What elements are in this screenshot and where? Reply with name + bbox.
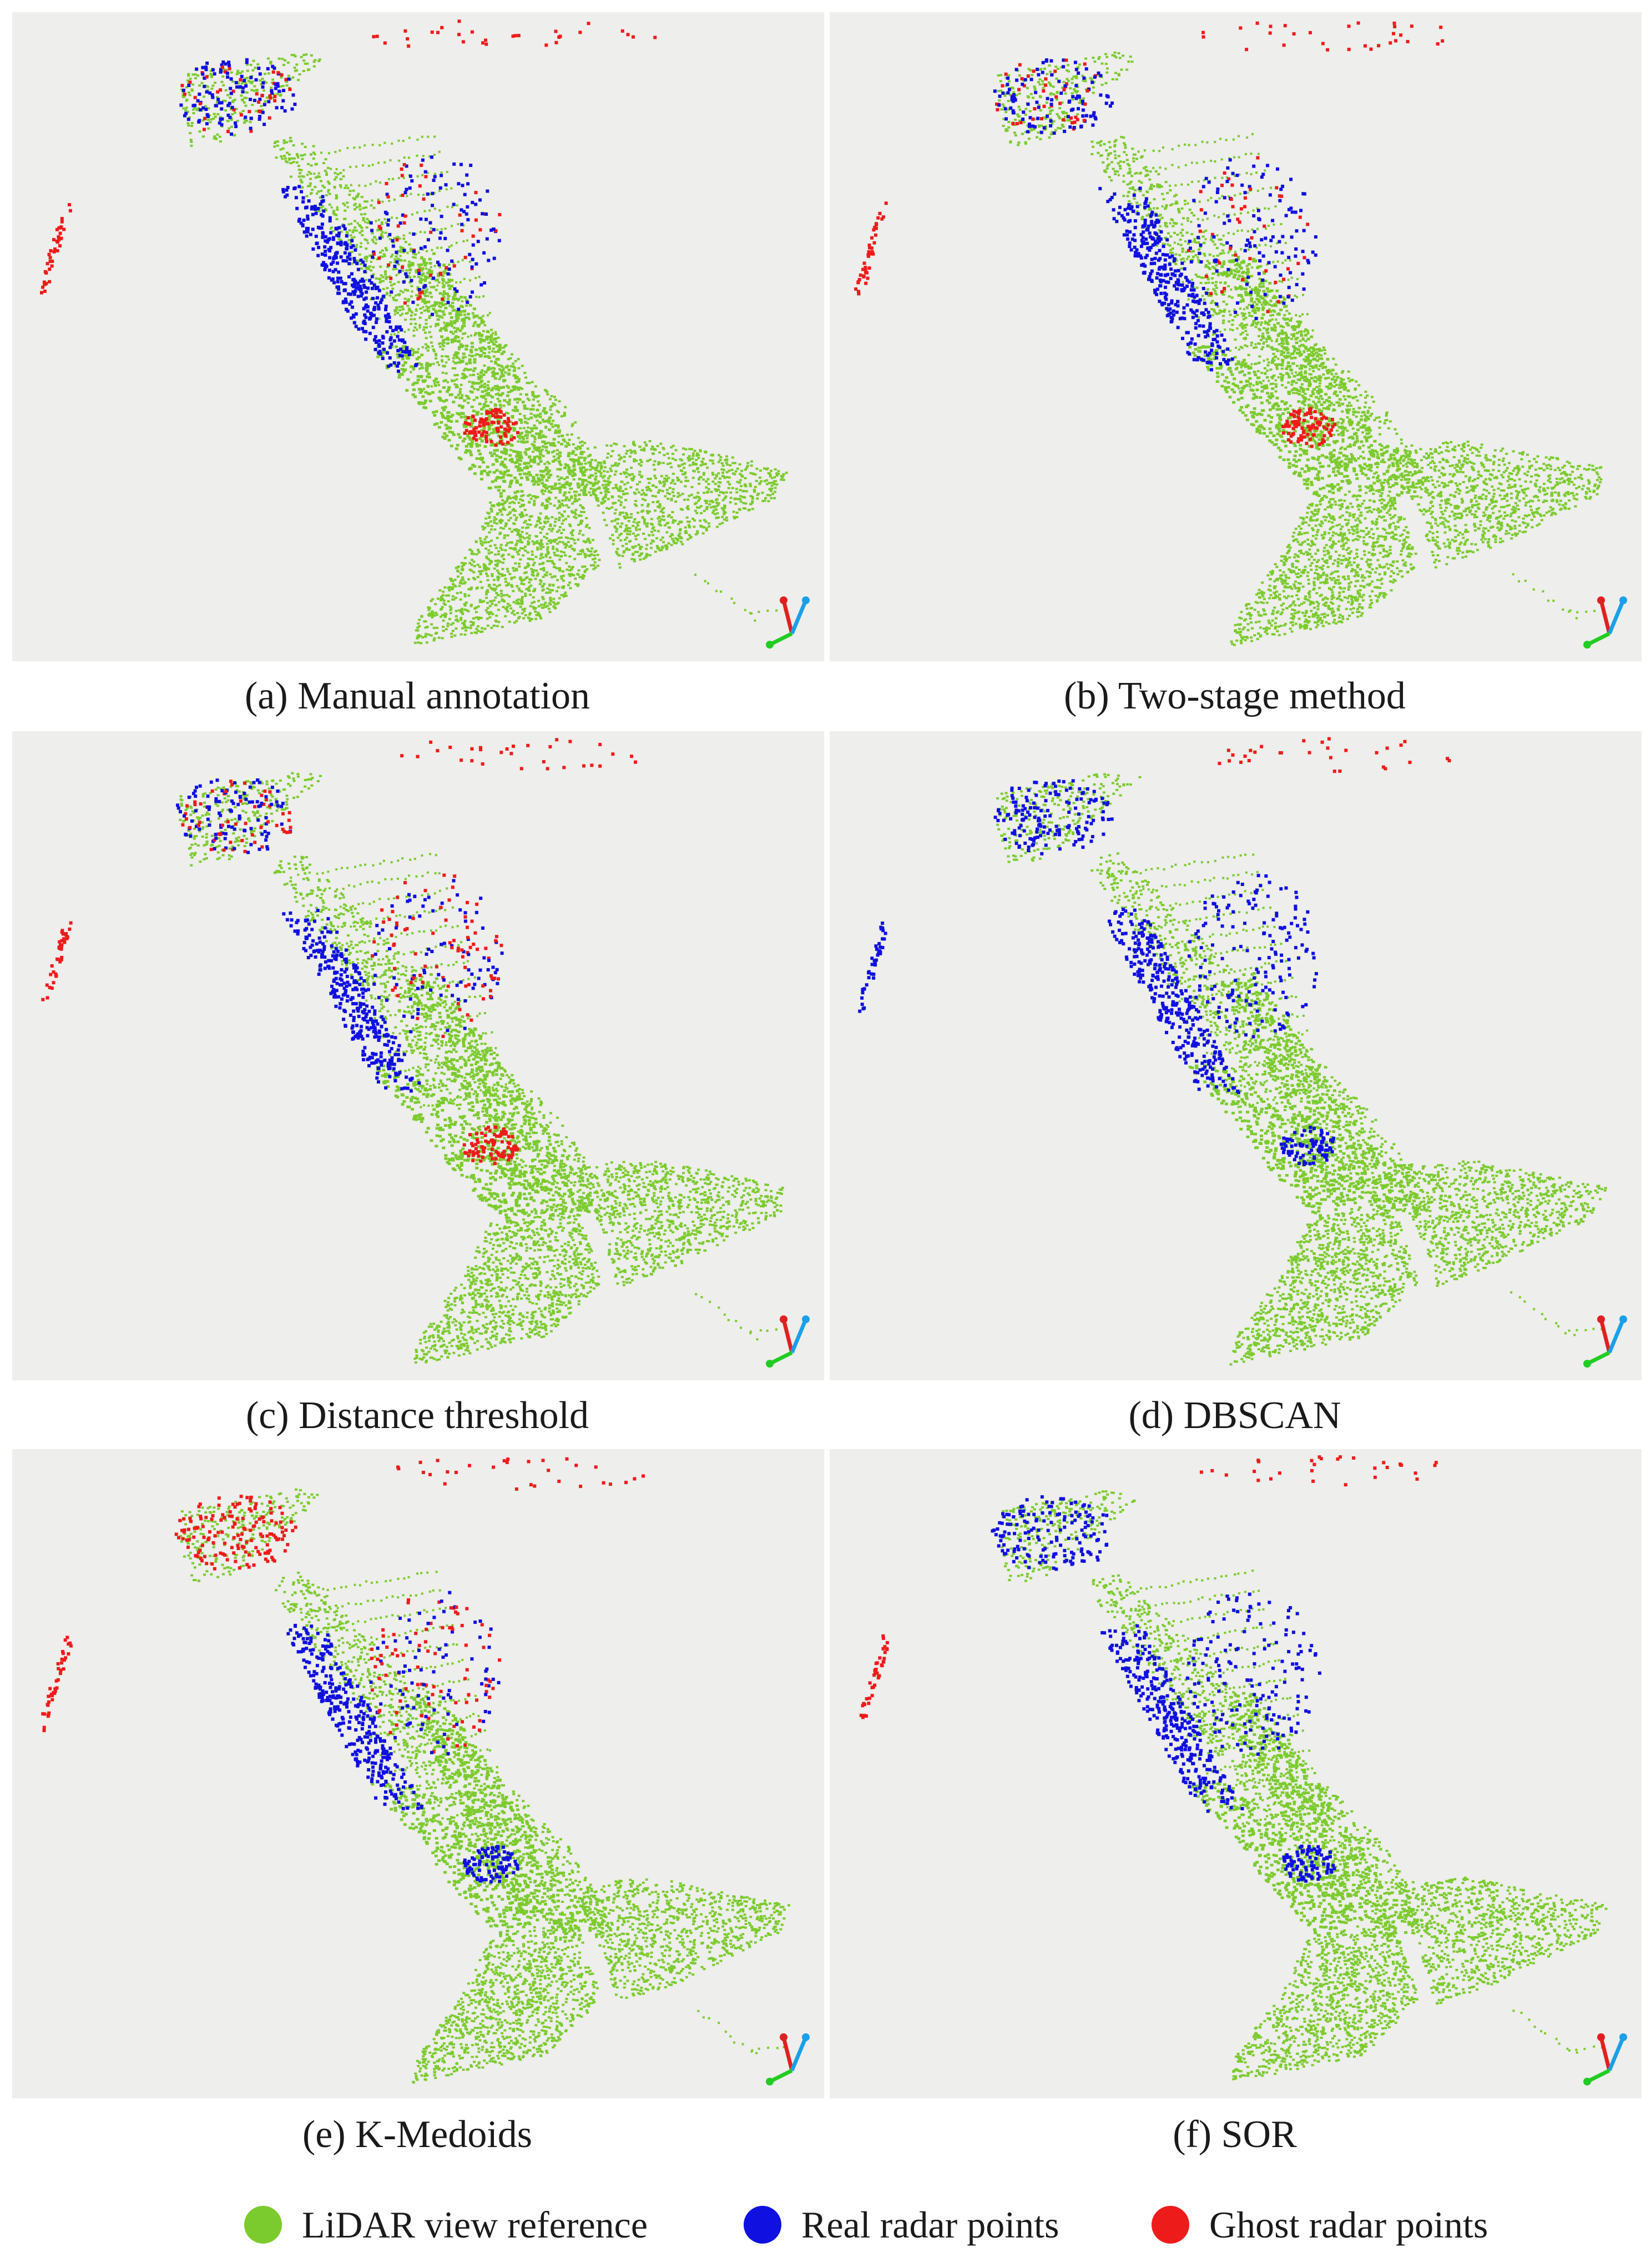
point-cloud-f — [859, 1455, 1627, 2085]
caption-a: (a) Manual annotation — [12, 674, 822, 718]
xyz-axes-icon — [1583, 2033, 1627, 2085]
radar-points — [854, 21, 1445, 448]
legend-item-real: Real radar points — [744, 2203, 1059, 2247]
panel-e — [12, 1449, 824, 2098]
panel-a — [12, 12, 824, 661]
lidar-points — [1001, 1490, 1608, 2080]
radar-points — [859, 1455, 1438, 1883]
xyz-axes-icon — [1583, 596, 1627, 649]
caption-b: (b) Two-stage method — [830, 674, 1640, 718]
legend-label-ghost: Ghost radar points — [1209, 2203, 1488, 2247]
xyz-axes-icon — [1583, 1315, 1627, 1368]
legend-item-lidar: LiDAR view reference — [244, 2203, 648, 2247]
legend-label-lidar: LiDAR view reference — [302, 2203, 648, 2247]
panel-c — [12, 731, 824, 1380]
caption-f: (f) SOR — [830, 2113, 1640, 2157]
caption-c: (c) Distance threshold — [12, 1394, 822, 1438]
legend-item-ghost: Ghost radar points — [1152, 2203, 1488, 2247]
radar-points — [41, 1457, 645, 1884]
lidar-dot-icon — [244, 2206, 282, 2244]
legend-label-real: Real radar points — [801, 2203, 1059, 2247]
radar-points — [41, 738, 637, 1166]
panel-f — [830, 1449, 1642, 2098]
radar-points — [40, 19, 657, 447]
point-cloud-e — [41, 1457, 810, 2085]
lidar-points — [180, 53, 788, 645]
panel-d — [830, 731, 1642, 1380]
point-cloud-c — [41, 738, 810, 1368]
point-cloud-d — [858, 737, 1627, 1368]
lidar-points — [996, 773, 1607, 1366]
point-cloud-a — [40, 19, 810, 649]
legend: LiDAR view reference Real radar points G… — [0, 2191, 1651, 2252]
radar-points — [858, 737, 1451, 1166]
real-dot-icon — [744, 2206, 781, 2244]
panel-b — [830, 12, 1642, 661]
xyz-axes-icon — [766, 596, 810, 649]
lidar-points — [179, 772, 787, 1364]
caption-e: (e) K-Medoids — [12, 2113, 822, 2157]
lidar-points — [179, 1488, 790, 2084]
xyz-axes-icon — [766, 2033, 810, 2085]
lidar-points — [997, 51, 1604, 646]
ghost-dot-icon — [1152, 2206, 1189, 2244]
xyz-axes-icon — [766, 1315, 810, 1368]
caption-d: (d) DBSCAN — [830, 1394, 1640, 1438]
point-cloud-b — [854, 21, 1627, 649]
